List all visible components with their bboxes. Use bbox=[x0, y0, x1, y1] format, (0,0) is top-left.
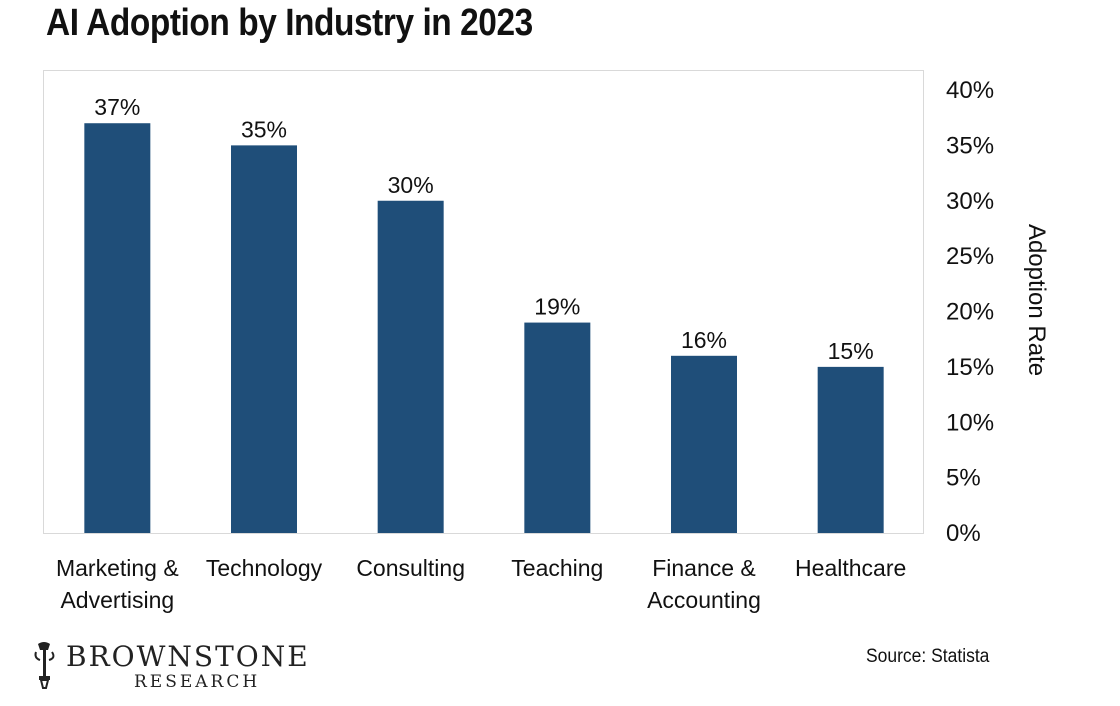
brand-logo: BROWNSTONE RESEARCH bbox=[30, 636, 350, 696]
category-label: Teaching bbox=[511, 555, 603, 581]
bars-group bbox=[84, 123, 884, 533]
y-tick-label: 20% bbox=[946, 299, 994, 326]
y-tick-label: 40% bbox=[946, 77, 994, 104]
data-label: 15% bbox=[828, 338, 874, 364]
category-label: Advertising bbox=[60, 587, 174, 613]
y-tick-label: 15% bbox=[946, 354, 994, 381]
source-note: Source: Statista bbox=[866, 646, 990, 667]
y-tick-label: 5% bbox=[946, 465, 981, 492]
data-label: 35% bbox=[241, 116, 287, 142]
data-label: 16% bbox=[681, 327, 727, 353]
y-tick-label: 35% bbox=[946, 132, 994, 159]
category-label: Finance & bbox=[652, 555, 756, 581]
y-tick-label: 10% bbox=[946, 409, 994, 436]
y-axis-label: Adoption Rate bbox=[1023, 223, 1050, 377]
category-label: Healthcare bbox=[795, 555, 906, 581]
bar bbox=[377, 200, 444, 533]
bar bbox=[524, 322, 591, 533]
category-label: Accounting bbox=[647, 587, 761, 613]
bar bbox=[671, 355, 737, 533]
chart-title: AI Adoption by Industry in 2023 bbox=[46, 2, 533, 44]
bar bbox=[84, 123, 151, 533]
y-tick-labels-group: 0% 5% 10% 15% 20% 25% 30% 35% 40% bbox=[946, 77, 994, 547]
y-tick-label: 25% bbox=[946, 243, 994, 270]
brand-name: BROWNSTONE bbox=[66, 640, 310, 673]
y-tick-label: 0% bbox=[946, 520, 981, 547]
data-label: 19% bbox=[534, 294, 580, 320]
y-tick-label: 30% bbox=[946, 188, 994, 215]
category-label: Marketing & bbox=[56, 555, 179, 581]
data-label: 30% bbox=[388, 172, 434, 198]
bar bbox=[231, 145, 297, 533]
data-labels-group: 37% 35% 30% 19% 16% 15% bbox=[94, 94, 873, 364]
category-labels-group: Marketing & Advertising Technology Consulti… bbox=[56, 555, 906, 613]
plot-area-frame bbox=[43, 70, 924, 534]
lamp-post-icon bbox=[34, 642, 55, 689]
category-label: Consulting bbox=[356, 555, 465, 581]
data-label: 37% bbox=[94, 94, 140, 120]
brand-subtitle: RESEARCH bbox=[134, 672, 261, 692]
category-label: Technology bbox=[206, 555, 323, 581]
bar bbox=[817, 366, 884, 533]
